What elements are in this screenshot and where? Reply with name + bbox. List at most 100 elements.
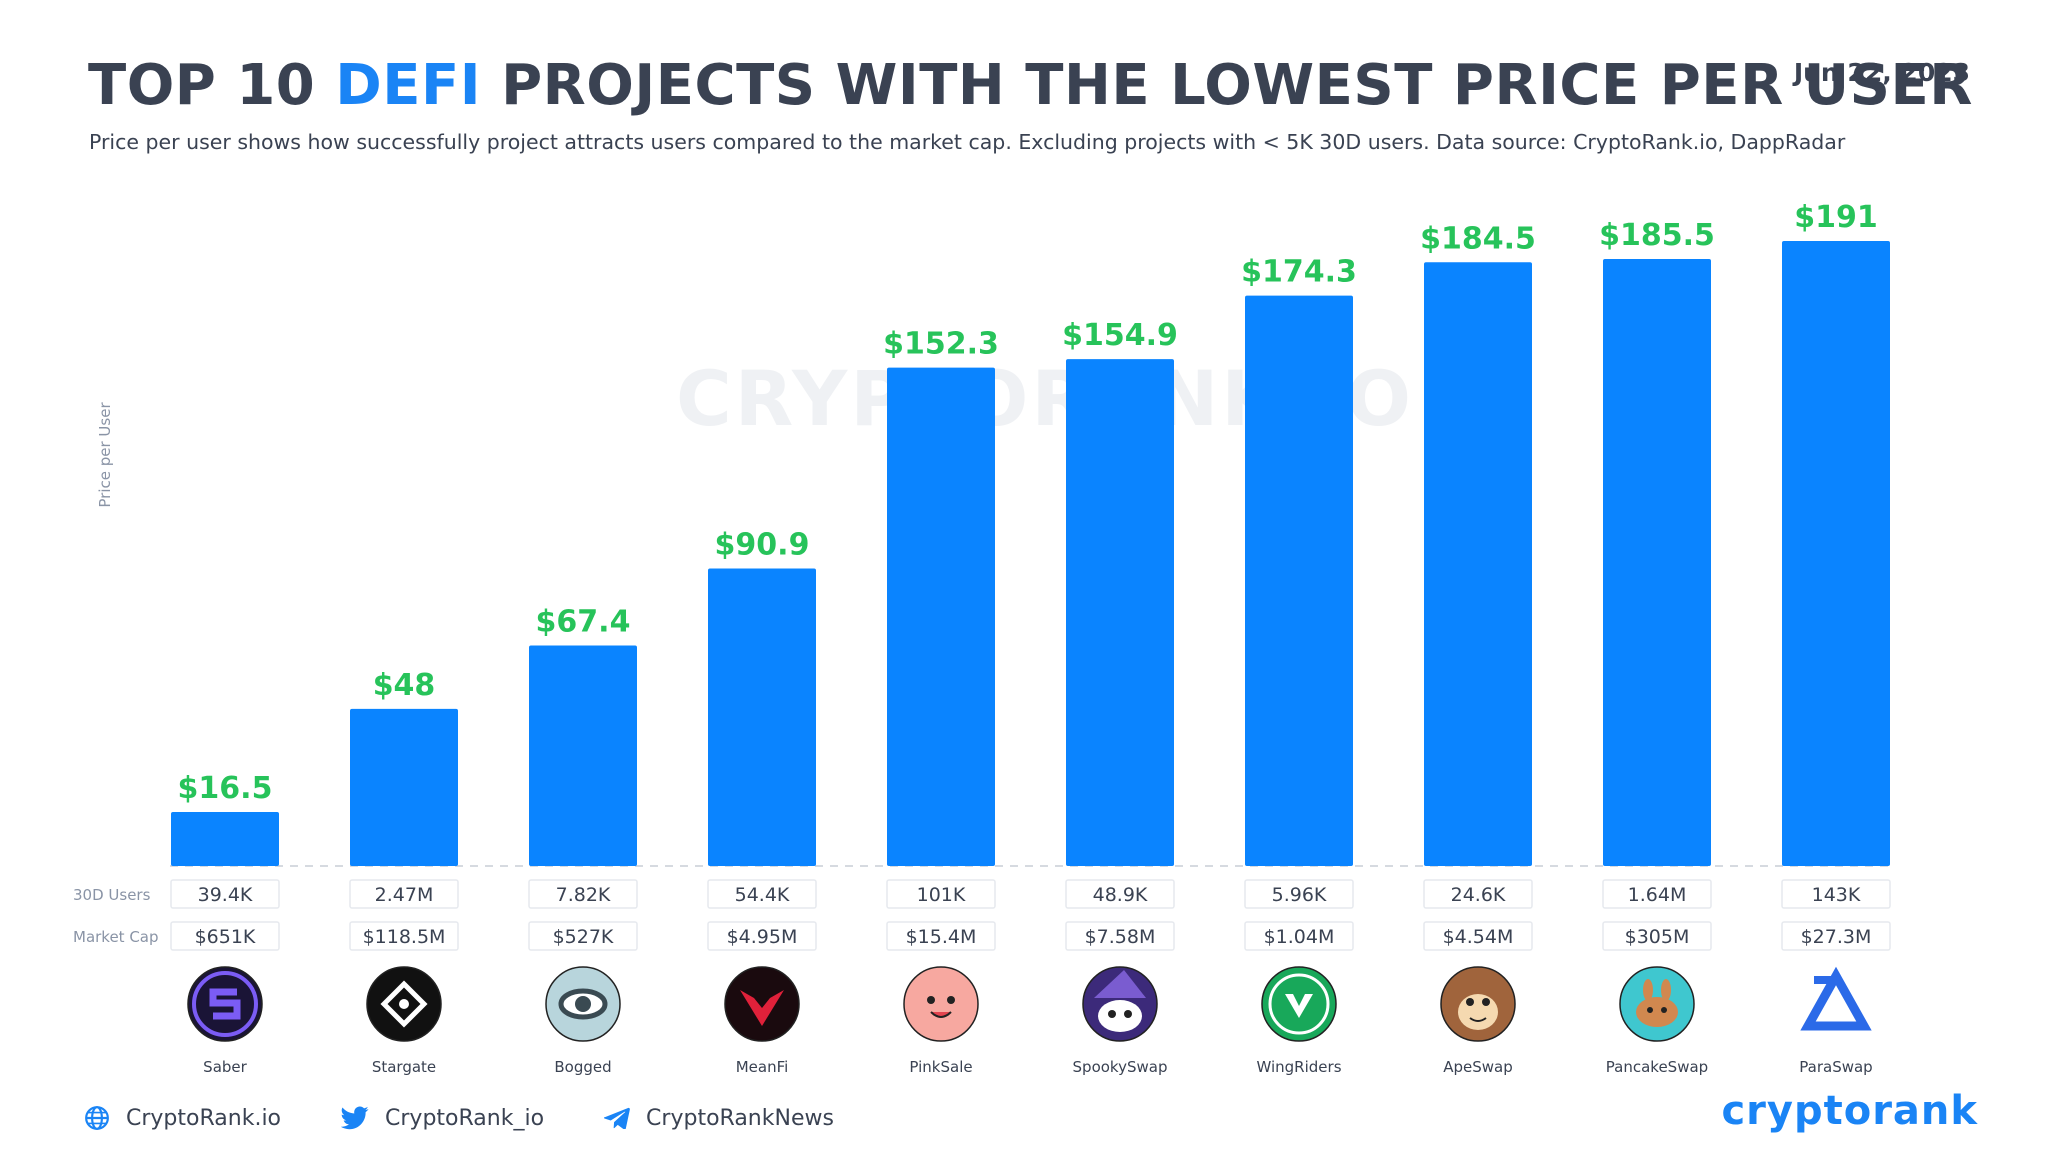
value-label-paraswap: $191: [1794, 200, 1878, 235]
x-tick-label: Bogged: [554, 1058, 611, 1076]
pinksale-icon: [903, 966, 979, 1042]
x-tick-label: PinkSale: [909, 1058, 972, 1076]
apeswap-icon: [1440, 966, 1516, 1042]
title-suffix: PROJECTS WITH THE LOWEST PRICE PER USER: [481, 53, 1973, 118]
bar-meanfi: [708, 568, 816, 866]
x-tick-label: MeanFi: [736, 1058, 789, 1076]
x-tick-label: ApeSwap: [1443, 1058, 1513, 1076]
value-label-apeswap: $184.5: [1420, 221, 1536, 256]
value-label-pancakeswap: $185.5: [1599, 218, 1715, 253]
meanfi-icon: [724, 966, 800, 1042]
paraswap-icon: [1800, 966, 1872, 1031]
saber-icon: [187, 966, 263, 1042]
wingriders-icon: [1261, 966, 1337, 1042]
bar-pinksale: [887, 367, 995, 866]
spookyswap-icon: [1082, 966, 1158, 1042]
chart-date: Jun 22, 2023: [1793, 58, 1970, 87]
bar-bogged: [529, 645, 637, 866]
bar-saber: [171, 812, 279, 866]
telegram-icon: [604, 1107, 630, 1129]
chart-title: TOP 10 DEFI PROJECTS WITH THE LOWEST PRI…: [88, 44, 1973, 128]
table-cell: $527K: [553, 926, 614, 948]
row-label-0: 30D Users: [73, 886, 151, 904]
x-tick-label: ParaSwap: [1799, 1058, 1872, 1076]
row-label-1: Market Cap: [73, 928, 159, 946]
table-cell: $4.95M: [727, 926, 798, 948]
bar-apeswap: [1424, 262, 1532, 866]
value-label-meanfi: $90.9: [715, 528, 810, 563]
table-cell: 24.6K: [1451, 884, 1506, 906]
x-tick-label: WingRiders: [1256, 1058, 1341, 1076]
pancakeswap-icon: [1619, 966, 1695, 1042]
footer-website-label: CryptoRank.io: [126, 1105, 282, 1131]
x-tick-label: Saber: [203, 1058, 247, 1076]
table-cell: 54.4K: [735, 884, 790, 906]
table-cell-box: [170, 879, 280, 909]
table-cell: 2.47M: [375, 884, 434, 906]
bar-pancakeswap: [1603, 258, 1711, 866]
table-cell-box: [528, 879, 638, 909]
table-cell: $4.54M: [1443, 926, 1514, 948]
value-label-pinksale: $152.3: [883, 327, 999, 362]
table-cell: 143K: [1812, 884, 1861, 906]
table-cell: 39.4K: [198, 884, 253, 906]
table-cell-box: [1065, 879, 1175, 909]
table-cell-box: [349, 879, 459, 909]
footer-twitter[interactable]: CryptoRank_io: [341, 1106, 544, 1131]
x-tick-label: Stargate: [372, 1058, 436, 1076]
table-cell: $15.4M: [906, 926, 977, 948]
brand-logo: cryptorank: [1721, 1088, 1978, 1134]
table-cell: 101K: [917, 884, 966, 906]
table-cell-box: [707, 879, 817, 909]
table-cell: 7.82K: [556, 884, 611, 906]
globe-icon: [85, 1106, 109, 1130]
footer-links: CryptoRank.io CryptoRank_io CryptoRankNe…: [84, 1098, 894, 1138]
table-cell: $27.3M: [1801, 926, 1872, 948]
table-cell: $7.58M: [1085, 926, 1156, 948]
table-cell: 48.9K: [1093, 884, 1148, 906]
bar-paraswap: [1782, 241, 1890, 866]
twitter-icon: [341, 1106, 369, 1130]
value-label-saber: $16.5: [178, 771, 273, 806]
table-cell: 1.64M: [1628, 884, 1687, 906]
stargate-icon: [366, 966, 442, 1042]
value-label-stargate: $48: [373, 668, 436, 703]
table-cell-box: [170, 921, 280, 951]
table-cell-box: [1244, 879, 1354, 909]
footer-twitter-label: CryptoRank_io: [385, 1105, 545, 1131]
title-prefix: TOP 10: [88, 53, 336, 118]
table-cell-box: [886, 921, 996, 951]
bogged-icon: [545, 966, 621, 1042]
table-cell-box: [707, 921, 817, 951]
chart-subtitle: Price per user shows how successfully pr…: [89, 130, 1846, 154]
table-cell-box: [1244, 921, 1354, 951]
table-cell-box: [349, 921, 459, 951]
x-tick-label: PancakeSwap: [1606, 1058, 1708, 1076]
table-cell: $1.04M: [1264, 926, 1335, 948]
x-tick-label: SpookySwap: [1073, 1058, 1168, 1076]
table-cell: $651K: [195, 926, 256, 948]
table-cell-box: [1781, 921, 1891, 951]
bar-spookyswap: [1066, 359, 1174, 866]
table-cell-box: [1602, 879, 1712, 909]
table-cell-box: [1065, 921, 1175, 951]
table-cell-box: [1423, 921, 1533, 951]
table-cell-box: [1781, 879, 1891, 909]
table-cell: $118.5M: [363, 926, 446, 948]
footer-telegram-label: CryptoRankNews: [646, 1105, 834, 1131]
bar-stargate: [350, 708, 458, 866]
bar-wingriders: [1245, 295, 1353, 866]
title-accent: DEFI: [335, 53, 482, 118]
value-label-wingriders: $174.3: [1241, 255, 1357, 290]
table-cell-box: [886, 879, 996, 909]
value-label-spookyswap: $154.9: [1062, 318, 1178, 353]
table-cell: 5.96K: [1272, 884, 1327, 906]
table-cell-box: [1602, 921, 1712, 951]
value-label-bogged: $67.4: [536, 604, 631, 639]
table-cell-box: [528, 921, 638, 951]
table-cell-box: [1423, 879, 1533, 909]
table-cell: $305M: [1625, 926, 1690, 948]
footer-telegram[interactable]: CryptoRankNews: [604, 1106, 834, 1131]
footer-website[interactable]: CryptoRank.io: [84, 1105, 281, 1131]
